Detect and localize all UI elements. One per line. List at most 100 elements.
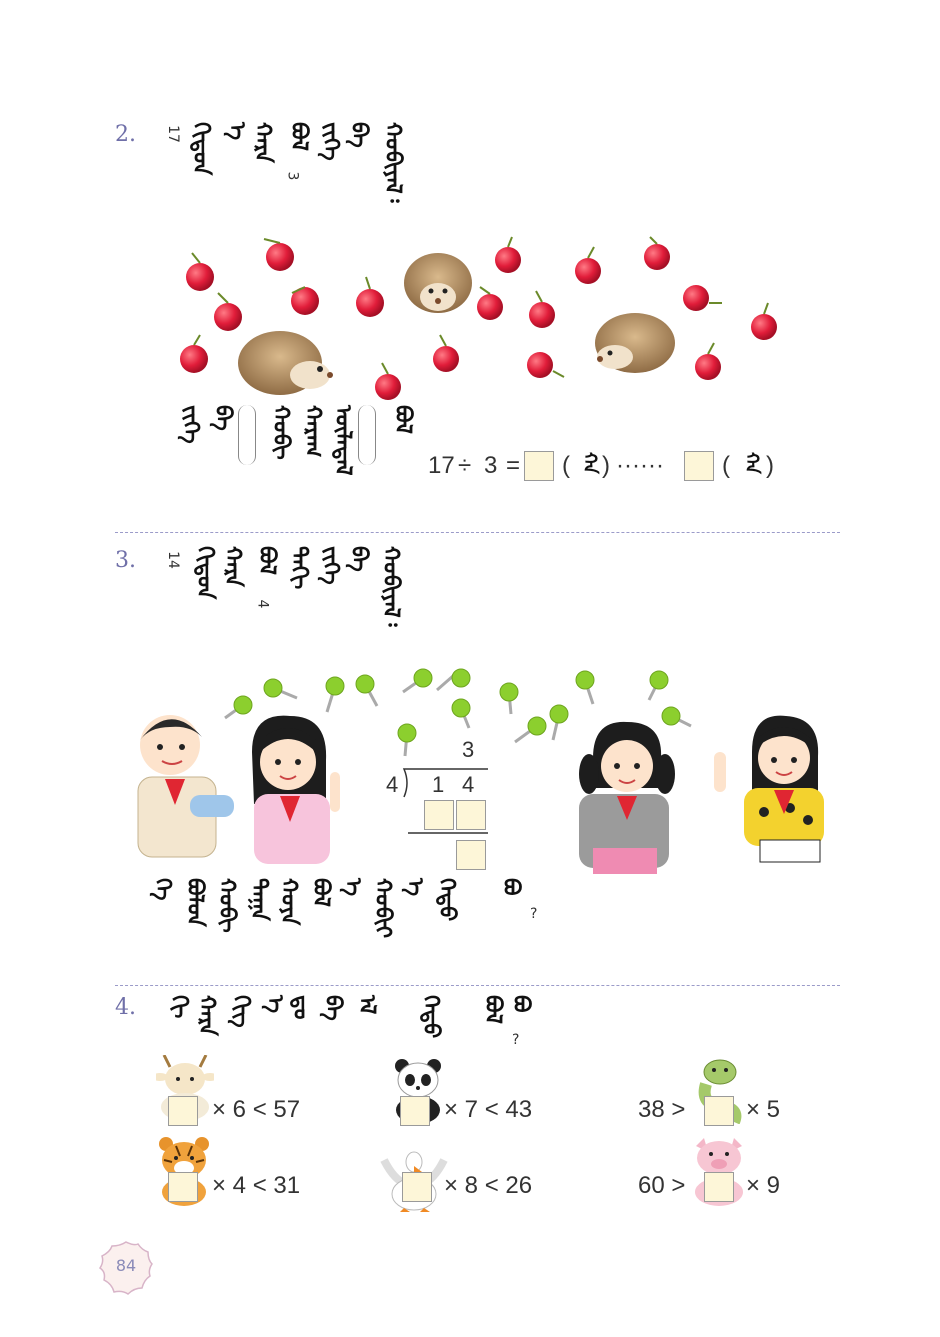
hedgehog-icon-3 bbox=[595, 313, 675, 373]
q2-remainder-box[interactable] bbox=[684, 451, 714, 481]
q4-box-goat[interactable] bbox=[168, 1096, 198, 1126]
girl-pointing-image bbox=[230, 712, 360, 867]
q2-equation-dividend: 17 bbox=[428, 452, 455, 479]
q2-equation-equals: = bbox=[506, 452, 521, 479]
q3-mongol-word-6: ᠪᠠ bbox=[346, 546, 372, 572]
q4-mongol-word-3: ᠬᠢᠭ bbox=[228, 995, 254, 1028]
q2-mongol-word-2: ᠡ bbox=[224, 122, 250, 141]
q4-mongol-word-5: ᠳᠤ bbox=[288, 995, 314, 1020]
lollipop-icon-group bbox=[233, 668, 681, 743]
lollipops-svg bbox=[224, 668, 692, 757]
q2-ellipsis: ······ bbox=[616, 452, 664, 479]
q3-question-word-8: ᠬᠤᠪᠢᠶ bbox=[370, 878, 396, 939]
q2-paren-close-2: ) bbox=[766, 452, 774, 479]
q2-answer-word-5: ᠦᠯᠡᠳᠡᠯ bbox=[330, 405, 356, 476]
divider-1 bbox=[115, 532, 840, 533]
q2-answer-blank-2[interactable] bbox=[358, 405, 376, 465]
q3-question-word-4: ᠲᠠᠭᠠ bbox=[246, 878, 272, 921]
q3-question-mark: ? bbox=[530, 906, 538, 922]
q4-ineq-6-left: 60 > bbox=[638, 1172, 686, 1199]
q2-equation-operator: ÷ bbox=[458, 452, 472, 479]
girl-pigtails-image bbox=[575, 718, 705, 878]
q4-mongol-word-2: ᠬᠠᠷᠠ bbox=[194, 995, 220, 1036]
q4-ineq-6-right: × 9 bbox=[746, 1172, 781, 1199]
division-quotient: 3 bbox=[462, 737, 475, 762]
q2-answer-word-1: ᠵᠢᠭᠡ bbox=[178, 405, 204, 444]
division-product-box-1[interactable] bbox=[424, 800, 454, 830]
apple-icon-group bbox=[180, 236, 777, 400]
q2-answer-blank-1[interactable] bbox=[238, 405, 256, 465]
q2-unit-1: ᠬᠠ bbox=[579, 452, 600, 474]
q4-mongol-word-9: ᠪᠣᠯ bbox=[480, 995, 506, 1024]
q3-question-word-6: ᠪᠣᠯ bbox=[308, 878, 334, 907]
q2-paren-open-2: ( bbox=[722, 452, 730, 479]
q3-question-word-11: ᠪᠤ bbox=[498, 878, 524, 896]
q2-answer-word-6: ᠪᠣᠯ bbox=[390, 405, 416, 434]
q3-question-word-1: ᠬᠡ bbox=[150, 878, 176, 901]
q3-mongol-word-1: ᠬᠢᠳᠤᠨ bbox=[192, 546, 218, 600]
q2-paren-close-1: ) bbox=[602, 452, 610, 479]
division-dividend-digit-1: 1 bbox=[432, 772, 445, 797]
q2-mongol-word-4: ᠪᠣᠯ bbox=[286, 122, 312, 151]
q3-mongol-word-7: ᠬᠤᠪᠢᠶᠠᠯ᠄ bbox=[378, 546, 404, 627]
q3-mongol-word-4: ᠳᠠᠬᠢ bbox=[286, 546, 312, 590]
q4-question-mark: ? bbox=[512, 1032, 520, 1048]
q2-mongol-word-7: ᠬᠤᠪᠢᠶᠠᠯ᠄ bbox=[380, 122, 406, 203]
apples-hedgehogs-svg bbox=[180, 236, 777, 400]
apples-hedgehogs-illustration bbox=[170, 235, 790, 410]
q3-mongol-word-2: ᠬᠠᠷᠠ bbox=[220, 546, 246, 587]
q4-box-panda[interactable] bbox=[400, 1096, 430, 1126]
q2-mongol-word-1: ᠬᠢᠳᠤᠨ bbox=[188, 122, 214, 176]
q3-question-word-5: ᠬᠣᠶᠠ bbox=[276, 878, 302, 926]
q4-mongol-word-1: ᠬᠢ bbox=[166, 995, 192, 1019]
q2-mongol-word-5: ᠵᠢᠭᠡ bbox=[318, 122, 344, 161]
hedgehog-icon-1 bbox=[238, 331, 333, 395]
q3-question-word-2: ᠪᠤᠯᠤᠨ bbox=[182, 878, 208, 927]
lollipops-illustration bbox=[215, 660, 695, 760]
q4-ineq-2-right: × 7 < 43 bbox=[444, 1096, 533, 1123]
q4-mongol-word-10: ᠪᠤ bbox=[508, 995, 534, 1013]
q4-box-snake[interactable] bbox=[704, 1096, 734, 1126]
q4-ineq-4-right: × 4 < 31 bbox=[212, 1172, 301, 1199]
q2-unit-2: ᠬᠠ bbox=[741, 452, 762, 474]
q2-mongol-word-6: ᠪᠠ bbox=[346, 122, 372, 148]
q4-mongol-word-4: ᠡ bbox=[262, 995, 288, 1014]
q2-quotient-box[interactable] bbox=[524, 451, 554, 481]
q3-question-word-3: ᠬᠤᠪᠢ bbox=[214, 878, 240, 933]
division-divisor: 4 bbox=[386, 772, 399, 797]
q4-ineq-3-right: × 5 bbox=[746, 1096, 781, 1123]
page-number-badge: 84 bbox=[98, 1240, 154, 1296]
q4-ineq-3-left: 38 > bbox=[638, 1096, 686, 1123]
q2-answer-word-3: ᠬᠤᠪᠢ bbox=[268, 405, 294, 460]
division-remainder-box[interactable] bbox=[456, 840, 486, 870]
q2-paren-open-1: ( bbox=[562, 452, 570, 479]
q3-question-word-7: ᠡ bbox=[340, 878, 366, 897]
question-number-4: 4. bbox=[115, 995, 136, 1020]
q4-mongol-word-7: ᠡᠯ bbox=[354, 995, 380, 1015]
q2-answer-word-2: ᠪᠡ bbox=[210, 405, 236, 431]
q4-ineq-5-right: × 8 < 26 bbox=[444, 1172, 533, 1199]
division-dividend-digit-2: 4 bbox=[462, 772, 475, 797]
q4-mongol-word-8: ᠬᠡᠳᠦ bbox=[418, 995, 444, 1039]
question-number-2: 2. bbox=[115, 122, 136, 147]
q2-answer-word-4: ᠬᠠᠷᠠᠭ bbox=[300, 405, 326, 458]
hedgehog-icon-2 bbox=[404, 253, 472, 313]
question-number-3: 3. bbox=[115, 548, 136, 573]
q3-mongol-word-5: ᠵᠢᠭᠡ bbox=[318, 546, 344, 585]
q4-ineq-1-right: × 6 < 57 bbox=[212, 1096, 301, 1123]
q4-box-pig[interactable] bbox=[704, 1172, 734, 1202]
q4-mongol-word-6: ᠪᠠ bbox=[320, 995, 346, 1021]
q2-equation-divisor: 3 bbox=[484, 452, 498, 479]
long-division bbox=[380, 735, 500, 875]
q4-box-goose[interactable] bbox=[402, 1172, 432, 1202]
q3-question-word-10: ᠬᠡᠳᠦ bbox=[434, 878, 460, 922]
q3-mongol-word-3: ᠪᠣᠯ bbox=[254, 546, 280, 575]
long-division-lines bbox=[402, 768, 488, 834]
q2-value-17: 17 bbox=[164, 125, 181, 143]
divider-2 bbox=[115, 985, 840, 986]
boy-clapping-image bbox=[130, 705, 240, 865]
q4-box-tiger[interactable] bbox=[168, 1172, 198, 1202]
division-product-box-2[interactable] bbox=[456, 800, 486, 830]
q2-value-3: 3 bbox=[284, 171, 301, 181]
page-number: 84 bbox=[115, 1256, 137, 1275]
